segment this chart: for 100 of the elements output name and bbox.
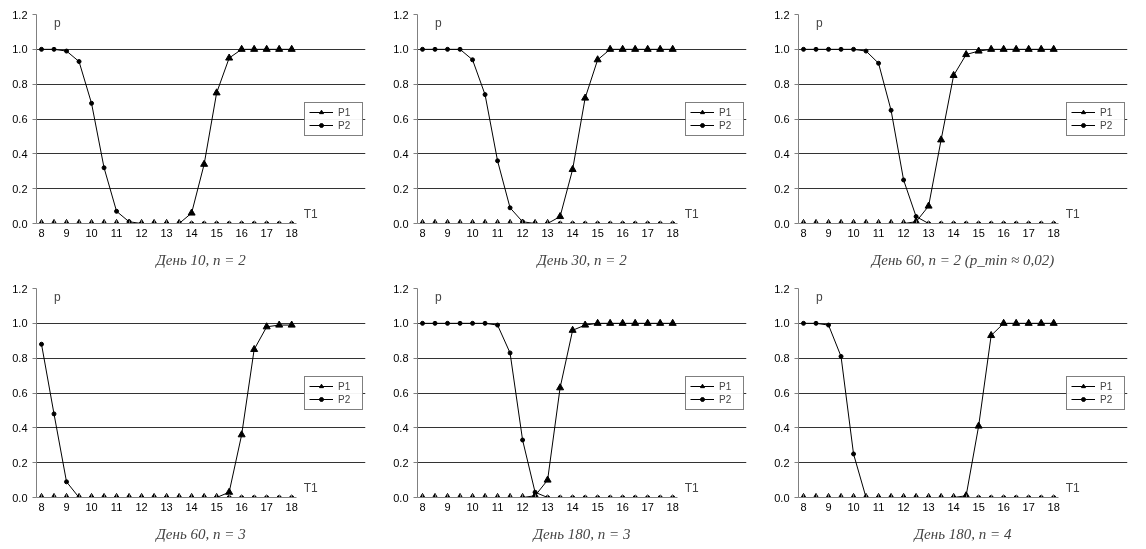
x-tick-label: 14 (566, 500, 579, 513)
x-axis-title: T1 (1065, 480, 1081, 495)
x-tick-label: 15 (591, 226, 604, 239)
y-tick-label: 0.4 (12, 421, 28, 434)
y-tick-label: 1.0 (774, 317, 790, 330)
x-tick-label: 10 (466, 226, 479, 239)
y-tick-label: 0.2 (12, 182, 28, 195)
y-tick-label: 1.2 (774, 282, 790, 295)
x-tick-label: 11 (872, 500, 885, 513)
x-tick-label: 16 (616, 226, 629, 239)
x-tick-label: 8 (419, 226, 426, 239)
x-tick-label: 14 (947, 226, 960, 239)
x-tick-label: 18 (285, 226, 298, 239)
x-tick-label: 10 (85, 500, 98, 513)
text: День 60, n = 2 (p_min ≈ 0,02) (869, 251, 1055, 269)
x-axis-title: T1 (684, 480, 700, 495)
y-axis-title: p (816, 15, 824, 30)
x-axis-title: T1 (1065, 206, 1081, 221)
y-tick-label: 0.6 (393, 387, 409, 399)
x-tick-label: 16 (997, 226, 1010, 239)
y-tick-label: 0.2 (393, 456, 409, 469)
x-tick-label: 16 (616, 500, 629, 513)
x-tick-label: 17 (260, 226, 273, 239)
x-tick-label: 18 (666, 500, 679, 513)
x-tick-label: 9 (825, 500, 832, 513)
x-tick-label: 16 (235, 500, 248, 513)
text: День 180, n = 3 (531, 525, 631, 542)
y-axis-title: p (816, 289, 824, 304)
y-tick-label: 1.0 (12, 43, 28, 56)
legend-label: P2 (719, 393, 733, 405)
x-tick-label: 12 (516, 500, 529, 513)
text: День 30, n = 2 (535, 251, 628, 268)
x-tick-label: 13 (541, 500, 554, 513)
legend-label: P1 (338, 380, 352, 392)
x-tick-label: 10 (847, 226, 860, 239)
x-tick-label: 16 (235, 226, 248, 239)
y-tick-label: 0.0 (774, 491, 790, 504)
legend-label: P2 (338, 393, 352, 405)
y-axis-title: p (435, 15, 443, 30)
x-tick-label: 14 (566, 226, 579, 239)
x-tick-label: 17 (1022, 500, 1035, 513)
x-tick-label: 14 (947, 500, 960, 513)
x-tick-label: 12 (897, 226, 910, 239)
y-tick-label: 0.8 (12, 352, 28, 365)
y-tick-label: 0.6 (12, 387, 28, 399)
y-tick-label: 1.2 (774, 8, 790, 21)
x-tick-label: 9 (63, 500, 70, 513)
x-axis-title: T1 (303, 480, 319, 495)
x-tick-label: 15 (591, 500, 604, 513)
y-tick-label: 0.0 (393, 491, 409, 504)
y-tick-label: 0.6 (774, 113, 790, 125)
x-tick-label: 12 (897, 500, 910, 513)
y-tick-label: 0.6 (393, 113, 409, 125)
text: День 60, n = 3 (154, 525, 246, 542)
x-tick-label: 10 (466, 500, 479, 513)
x-tick-label: 11 (491, 500, 504, 513)
y-tick-label: 0.0 (774, 217, 790, 230)
x-tick-label: 14 (185, 226, 198, 239)
x-tick-label: 15 (210, 500, 223, 513)
x-tick-label: 16 (997, 500, 1010, 513)
y-tick-label: 0.4 (774, 147, 790, 160)
y-tick-label: 0.8 (12, 78, 28, 91)
y-tick-label: 1.0 (12, 317, 28, 330)
y-tick-label: 0.8 (774, 352, 790, 365)
y-tick-label: 0.8 (393, 78, 409, 91)
x-tick-label: 17 (641, 500, 654, 513)
y-tick-label: 1.0 (774, 43, 790, 56)
y-tick-label: 0.0 (393, 217, 409, 230)
x-tick-label: 12 (135, 500, 148, 513)
y-tick-label: 0.6 (12, 113, 28, 125)
x-tick-label: 15 (210, 226, 223, 239)
x-tick-label: 12 (516, 226, 529, 239)
y-tick-label: 0.8 (774, 78, 790, 91)
x-tick-label: 10 (85, 226, 98, 239)
y-axis-title: p (54, 15, 62, 30)
legend-label: P1 (719, 106, 733, 118)
x-tick-label: 15 (972, 226, 985, 239)
x-tick-label: 14 (185, 500, 198, 513)
x-tick-label: 12 (135, 226, 148, 239)
x-tick-label: 18 (1047, 500, 1060, 513)
x-tick-label: 13 (541, 226, 554, 239)
y-axis-title: p (435, 289, 443, 304)
y-tick-label: 0.4 (12, 147, 28, 160)
x-tick-label: 18 (666, 226, 679, 239)
x-tick-label: 17 (641, 226, 654, 239)
y-tick-label: 1.2 (12, 282, 28, 295)
y-tick-label: 0.2 (774, 182, 790, 195)
x-tick-label: 8 (38, 226, 45, 239)
y-tick-label: 0.4 (393, 421, 409, 434)
x-tick-label: 10 (847, 500, 860, 513)
x-tick-label: 17 (260, 500, 273, 513)
y-tick-label: 1.2 (393, 282, 409, 295)
x-tick-label: 9 (444, 226, 451, 239)
y-tick-label: 0.4 (393, 147, 409, 160)
x-tick-label: 13 (160, 226, 173, 239)
x-tick-label: 13 (922, 226, 935, 239)
y-tick-label: 0.0 (12, 217, 28, 230)
x-tick-label: 17 (1022, 226, 1035, 239)
legend-label: P2 (1100, 393, 1114, 405)
text: День 180, n = 4 (912, 525, 1012, 542)
